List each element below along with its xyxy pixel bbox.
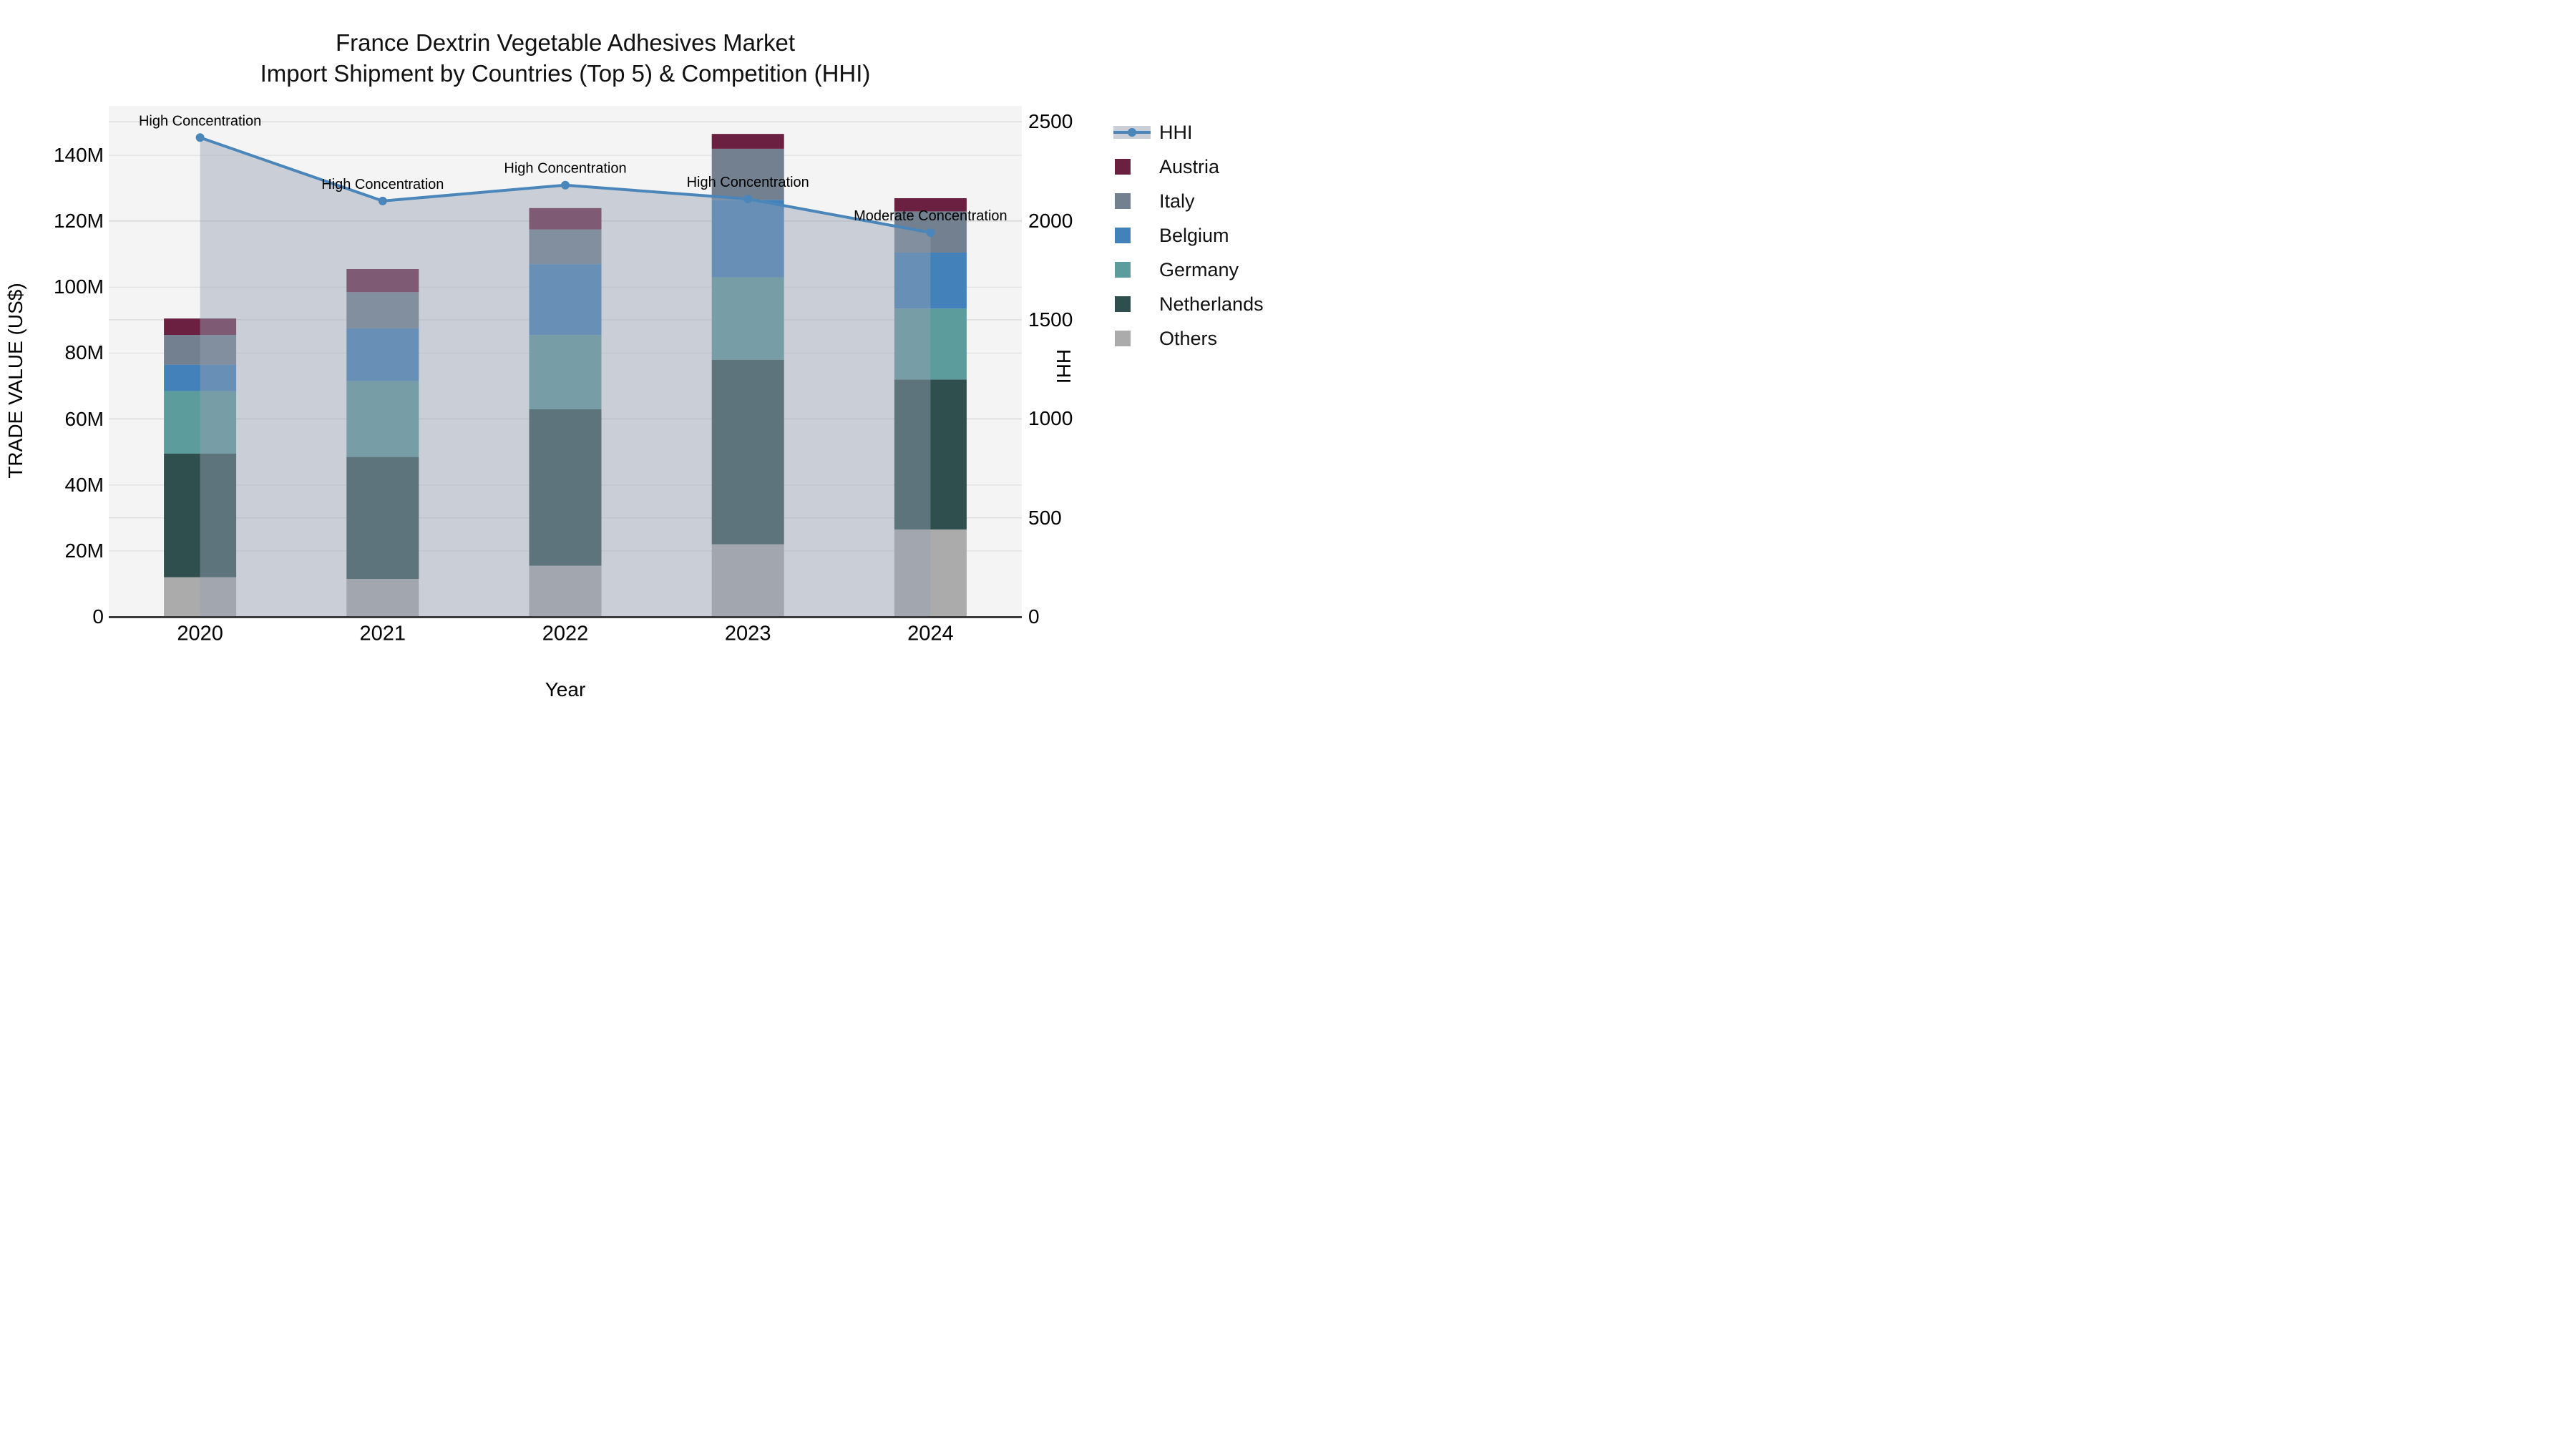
y-right-tick-500: 500 <box>1028 506 1062 529</box>
color-swatch-icon <box>1115 262 1131 278</box>
bar-segment-2023-others <box>711 544 784 617</box>
legend-swatch-belgium <box>1113 227 1151 244</box>
legend-label: Germany <box>1159 258 1239 280</box>
legend-label: Belgium <box>1159 224 1229 246</box>
bar-segment-2024-others <box>894 529 967 617</box>
annotation-2024: Moderate Concentration <box>854 208 1008 224</box>
bar-segment-2020-belgium <box>164 364 237 391</box>
legend-item-netherlands: Netherlands <box>1113 287 1264 321</box>
chart-title-line2: Import Shipment by Countries (Top 5) & C… <box>260 60 871 87</box>
annotation-2023: High Concentration <box>687 175 809 190</box>
y-left-tick-100M: 100M <box>53 275 104 298</box>
hhi-marker-2022 <box>561 180 570 190</box>
color-swatch-icon <box>1115 228 1131 243</box>
bar-segment-2022-italy <box>529 229 602 265</box>
annotation-2022: High Concentration <box>504 161 626 177</box>
x-tick-2023: 2023 <box>724 622 771 645</box>
y-right-tick-2000: 2000 <box>1028 209 1073 232</box>
bar-segment-2023-italy <box>711 148 784 200</box>
bar-segment-2022-others <box>529 565 602 617</box>
legend: HHI Austria Italy Belgium Germany Netherlands… <box>1113 115 1264 356</box>
bar-segment-2021-austria <box>346 269 419 293</box>
x-axis-line <box>109 616 1022 618</box>
legend-label: Netherlands <box>1159 293 1264 315</box>
plot-area: High Concentration High Concentration High… <box>109 106 1022 617</box>
bar-segment-2020-germany <box>164 391 237 454</box>
hhi-area-fill <box>200 137 931 617</box>
bar-segment-2020-austria <box>164 318 237 336</box>
x-axis-title: Year <box>545 678 586 701</box>
legend-item-belgium: Belgium <box>1113 218 1264 253</box>
y-right-tick-0: 0 <box>1028 605 1040 628</box>
chart-title: France Dextrin Vegetable Adhesives Marke… <box>0 27 1131 89</box>
bar-segment-2023-belgium <box>711 200 784 278</box>
bar-segment-2020-netherlands <box>164 453 237 577</box>
bar-segment-2021-germany <box>346 381 419 457</box>
chart-title-line1: France Dextrin Vegetable Adhesives Marke… <box>335 29 795 56</box>
hhi-marker-2024 <box>926 228 935 238</box>
y-left-tick-20M: 20M <box>64 539 104 562</box>
bar-segment-2022-belgium <box>529 264 602 336</box>
hhi-marker-2023 <box>743 195 753 204</box>
color-swatch-icon <box>1115 159 1131 175</box>
legend-label: HHI <box>1159 121 1193 143</box>
x-tick-2021: 2021 <box>359 622 406 645</box>
y-left-tick-120M: 120M <box>53 210 104 233</box>
bar-segment-2020-italy <box>164 335 237 365</box>
y-left-tick-40M: 40M <box>64 473 104 496</box>
bar-segment-2021-italy <box>346 292 419 328</box>
bar-segment-2024-netherlands <box>894 379 967 530</box>
legend-swatch-italy <box>1113 192 1151 210</box>
x-tick-2020: 2020 <box>177 622 223 645</box>
legend-item-hhi: HHI <box>1113 115 1264 150</box>
legend-label: Italy <box>1159 190 1195 212</box>
bar-segment-2021-netherlands <box>346 457 419 580</box>
legend-item-italy: Italy <box>1113 184 1264 218</box>
color-swatch-icon <box>1115 193 1131 209</box>
bar-segment-2023-germany <box>711 277 784 360</box>
annotation-2021: High Concentration <box>321 177 444 192</box>
y-left-tick-60M: 60M <box>64 407 104 430</box>
annotation-2020: High Concentration <box>139 113 261 129</box>
hhi-marker-2020 <box>195 133 205 142</box>
y-right-tick-1500: 1500 <box>1028 308 1073 331</box>
y-left-axis-title: TRADE VALUE (US$) <box>4 283 26 479</box>
bar-segment-2024-belgium <box>894 252 967 309</box>
y-left-tick-80M: 80M <box>64 341 104 364</box>
x-tick-2022: 2022 <box>542 622 589 645</box>
x-tick-2024: 2024 <box>907 622 954 645</box>
y-right-tick-2500: 2500 <box>1028 110 1073 133</box>
bar-segment-2021-others <box>346 579 419 617</box>
legend-item-germany: Germany <box>1113 253 1264 287</box>
bar-segment-2022-austria <box>529 208 602 230</box>
bar-segment-2023-austria <box>711 134 784 149</box>
bar-segment-2023-netherlands <box>711 359 784 545</box>
legend-swatch-germany <box>1113 261 1151 278</box>
legend-label: Austria <box>1159 155 1220 177</box>
bar-segment-2020-others <box>164 577 237 617</box>
bar-segment-2024-austria <box>894 197 967 212</box>
chart-canvas: High Concentration High Concentration High… <box>109 113 1022 617</box>
legend-swatch-hhi <box>1113 124 1151 141</box>
legend-swatch-austria <box>1113 158 1151 175</box>
hhi-marker-swatch <box>1128 128 1136 137</box>
hhi-marker-2021 <box>378 196 387 205</box>
y-right-axis-title: HHI <box>1053 348 1075 384</box>
legend-swatch-others <box>1113 330 1151 347</box>
color-swatch-icon <box>1115 331 1131 346</box>
bar-segment-2021-belgium <box>346 328 419 381</box>
legend-label: Others <box>1159 327 1218 349</box>
bar-segment-2024-germany <box>894 308 967 380</box>
legend-swatch-netherlands <box>1113 296 1151 313</box>
legend-item-austria: Austria <box>1113 150 1264 184</box>
bar-segment-2022-germany <box>529 335 602 409</box>
y-right-tick-1000: 1000 <box>1028 407 1073 430</box>
y-left-tick-140M: 140M <box>53 144 104 167</box>
y-left-tick-0: 0 <box>92 605 104 628</box>
chart-figure: France Dextrin Vegetable Adhesives Marke… <box>0 0 1288 725</box>
bar-segment-2022-netherlands <box>529 409 602 566</box>
legend-item-others: Others <box>1113 321 1264 356</box>
color-swatch-icon <box>1115 296 1131 312</box>
